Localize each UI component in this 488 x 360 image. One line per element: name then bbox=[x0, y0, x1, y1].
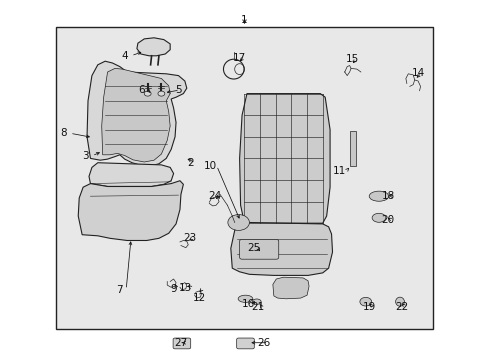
Text: 2: 2 bbox=[187, 158, 194, 168]
Text: 7: 7 bbox=[116, 285, 123, 295]
Text: 13: 13 bbox=[179, 283, 192, 293]
Text: 21: 21 bbox=[251, 302, 264, 312]
Text: 8: 8 bbox=[60, 128, 67, 138]
Polygon shape bbox=[272, 277, 308, 299]
Polygon shape bbox=[89, 163, 173, 186]
Polygon shape bbox=[239, 94, 329, 223]
Text: 17: 17 bbox=[232, 53, 246, 63]
Ellipse shape bbox=[371, 213, 385, 222]
Text: 6: 6 bbox=[138, 85, 145, 95]
Polygon shape bbox=[87, 61, 186, 166]
Polygon shape bbox=[137, 38, 170, 56]
Text: 24: 24 bbox=[208, 191, 222, 201]
Text: 1: 1 bbox=[241, 15, 247, 25]
Bar bbox=[349, 131, 355, 166]
Polygon shape bbox=[102, 68, 170, 162]
Circle shape bbox=[227, 215, 249, 230]
Text: 22: 22 bbox=[394, 302, 408, 312]
Circle shape bbox=[359, 297, 371, 306]
Text: 27: 27 bbox=[174, 338, 187, 348]
Ellipse shape bbox=[238, 295, 252, 302]
Ellipse shape bbox=[252, 299, 261, 305]
Text: 26: 26 bbox=[257, 338, 270, 348]
FancyBboxPatch shape bbox=[236, 338, 254, 349]
Text: 14: 14 bbox=[410, 68, 424, 78]
Text: 18: 18 bbox=[381, 191, 395, 201]
Text: 9: 9 bbox=[170, 284, 177, 294]
Text: 4: 4 bbox=[121, 51, 128, 61]
Text: 5: 5 bbox=[175, 85, 182, 95]
Text: 12: 12 bbox=[192, 293, 206, 303]
Text: 23: 23 bbox=[183, 233, 196, 243]
Text: 20: 20 bbox=[381, 215, 393, 225]
Circle shape bbox=[158, 91, 164, 96]
Text: 15: 15 bbox=[345, 54, 358, 64]
Text: 10: 10 bbox=[203, 161, 216, 171]
Polygon shape bbox=[78, 181, 183, 240]
Circle shape bbox=[144, 91, 151, 96]
Ellipse shape bbox=[368, 191, 388, 201]
Text: 25: 25 bbox=[247, 243, 261, 253]
FancyBboxPatch shape bbox=[173, 338, 190, 349]
Text: 16: 16 bbox=[241, 299, 255, 309]
Text: 11: 11 bbox=[332, 166, 346, 176]
Ellipse shape bbox=[395, 297, 404, 306]
FancyBboxPatch shape bbox=[239, 239, 278, 259]
Bar bbox=[56, 27, 432, 329]
Text: 19: 19 bbox=[362, 302, 375, 312]
Text: 3: 3 bbox=[82, 151, 89, 161]
Polygon shape bbox=[230, 222, 332, 275]
